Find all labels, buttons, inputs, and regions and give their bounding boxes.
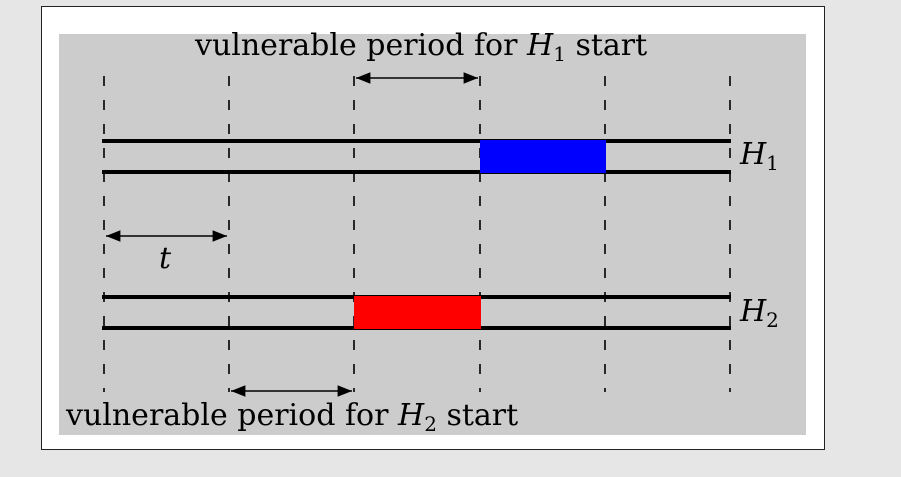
bottom-caption-var: H (398, 398, 425, 433)
h1-label: H1 (740, 137, 779, 175)
top-caption-tail: start (575, 28, 648, 63)
slot-boundaries (103, 76, 731, 392)
top-caption-var: H (527, 28, 554, 63)
top-caption: vulnerable period for H1 start (195, 28, 648, 66)
t-label-var: t (159, 241, 172, 276)
h1-channel (102, 139, 731, 174)
bottom-caption-text: vulnerable period for (66, 398, 389, 433)
h1-label-var: H (740, 137, 767, 172)
bottom-caption: vulnerable period for H2 start (66, 398, 519, 436)
h2-label: H2 (740, 294, 779, 332)
h1-label-sub: 1 (766, 151, 779, 175)
h2-label-var: H (740, 294, 767, 329)
bottom-caption-sub: 2 (424, 412, 437, 436)
h1-transmission-block (480, 140, 606, 173)
h2-label-sub: 2 (766, 308, 779, 332)
h2-transmission-block (354, 296, 481, 329)
top-caption-sub: 1 (553, 42, 566, 66)
t-label: t (159, 244, 171, 274)
top-caption-text: vulnerable period for (195, 28, 518, 63)
h2-channel (102, 295, 731, 330)
bottom-caption-tail: start (446, 398, 519, 433)
